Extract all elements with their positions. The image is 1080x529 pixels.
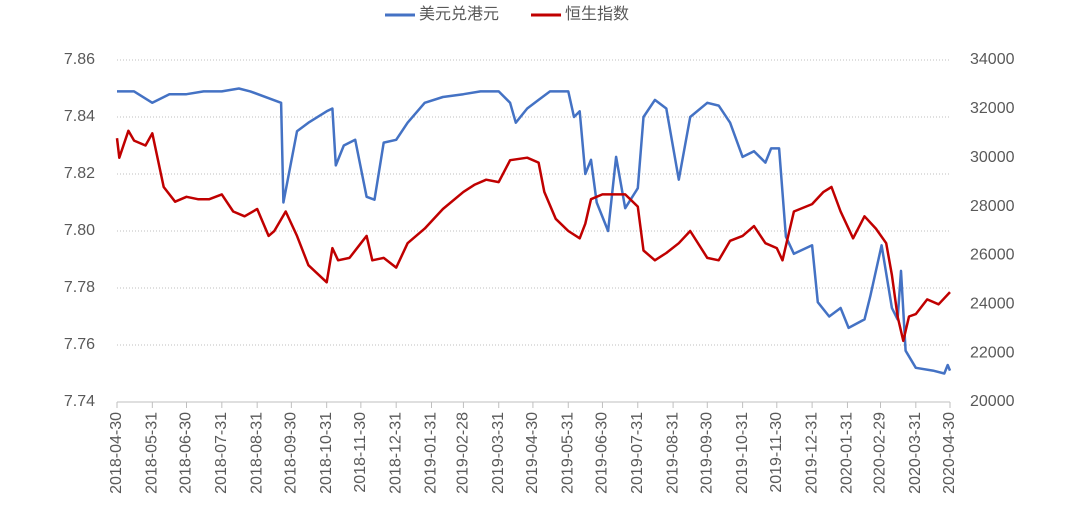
x-tick-label: 2020-01-31: [839, 412, 856, 494]
x-tick-label: 2019-07-31: [629, 412, 646, 494]
x-tick-label: 2019-09-30: [698, 412, 715, 494]
x-tick-label: 2019-01-31: [423, 412, 440, 494]
x-tick-label: 2018-07-31: [213, 412, 230, 494]
x-tick-label: 2018-08-31: [248, 412, 265, 494]
y-tick-label: 7.78: [64, 279, 95, 296]
x-tick-label: 2019-08-31: [664, 412, 681, 494]
x-tick-label: 2018-04-30: [108, 412, 125, 494]
x-tick-label: 2018-06-30: [178, 412, 195, 494]
y2-tick-label: 20000: [970, 393, 1015, 410]
x-tick-label: 2018-05-31: [144, 412, 161, 494]
x-tick-label: 2019-02-28: [455, 412, 472, 494]
x-tick-label: 2020-04-30: [941, 412, 958, 494]
y2-tick-label: 24000: [970, 296, 1015, 313]
x-tick-label: 2019-12-31: [803, 412, 820, 494]
x-tick-label: 2020-03-31: [907, 412, 924, 494]
series-line: [115, 129, 951, 343]
x-tick-label: 2018-11-30: [352, 412, 369, 493]
y2-tick-label: 32000: [970, 100, 1015, 117]
legend-label: 恒生指数: [565, 5, 629, 23]
y2-tick-label: 28000: [970, 198, 1015, 215]
y2-tick-label: 34000: [970, 51, 1015, 68]
x-tick-label: 2019-10-31: [734, 412, 751, 494]
x-tick-label: 2018-10-31: [318, 412, 335, 494]
y-tick-label: 7.80: [64, 222, 95, 239]
y2-tick-label: 30000: [970, 149, 1015, 166]
y-tick-label: 7.74: [64, 393, 95, 410]
y2-tick-label: 22000: [970, 344, 1015, 361]
x-tick-label: 2019-06-30: [594, 412, 611, 494]
x-tick-label: 2018-09-30: [283, 412, 300, 494]
series-line: [117, 87, 952, 375]
y-tick-label: 7.82: [64, 165, 95, 182]
x-tick-label: 2019-04-30: [524, 412, 541, 494]
x-tick-label: 2019-11-30: [768, 412, 785, 493]
x-tick-label: 2019-03-31: [490, 412, 507, 494]
x-tick-label: 2020-02-29: [872, 412, 889, 494]
legend-label: 美元兑港元: [419, 5, 499, 23]
x-tick-label: 2018-12-31: [387, 412, 404, 494]
y-tick-label: 7.84: [64, 108, 95, 125]
y-tick-label: 7.76: [64, 336, 95, 353]
y-tick-label: 7.86: [64, 51, 95, 68]
y2-tick-label: 26000: [970, 247, 1015, 264]
x-tick-label: 2019-05-31: [559, 412, 576, 494]
